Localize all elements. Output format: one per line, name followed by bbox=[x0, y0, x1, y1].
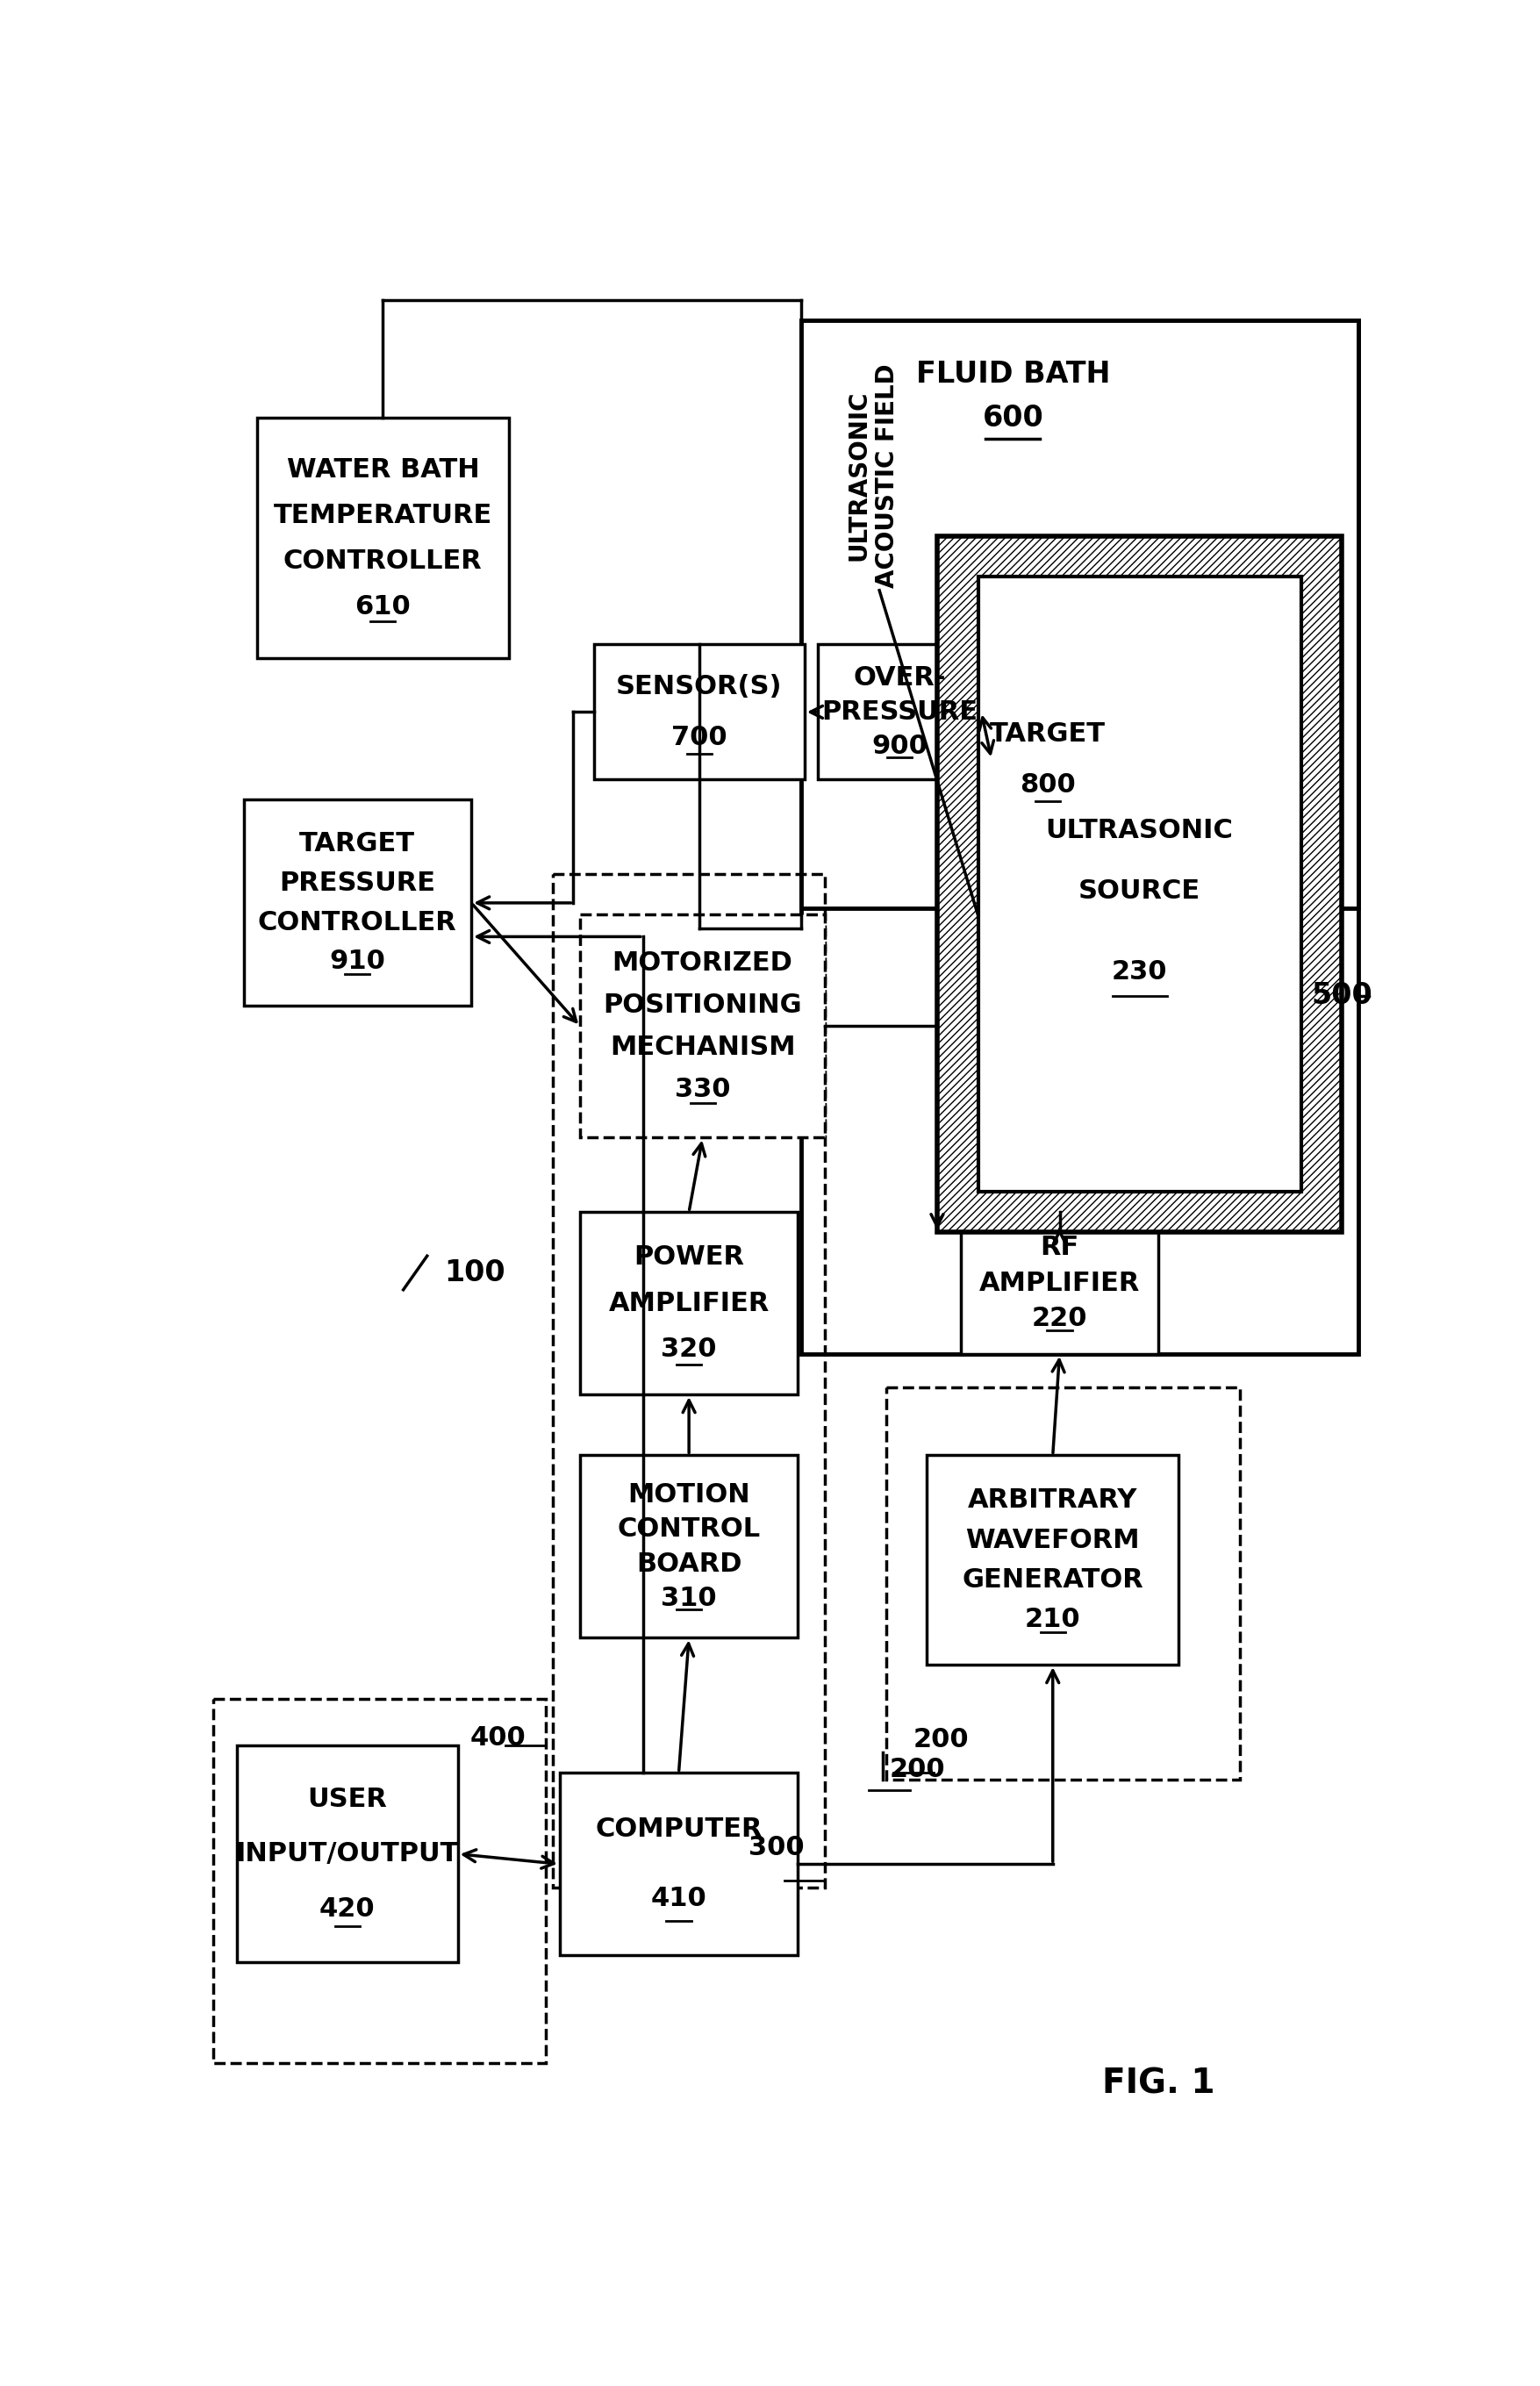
Text: AMPLIFIER: AMPLIFIER bbox=[608, 1291, 770, 1317]
Text: 420: 420 bbox=[319, 1897, 376, 1921]
Text: COMPUTER: COMPUTER bbox=[594, 1816, 762, 1842]
Bar bbox=[594, 644, 804, 780]
Text: TARGET: TARGET bbox=[990, 721, 1106, 747]
Text: SOURCE: SOURCE bbox=[1078, 878, 1201, 904]
Text: MOTION: MOTION bbox=[628, 1482, 750, 1508]
Bar bbox=[581, 914, 825, 1138]
Text: TARGET: TARGET bbox=[299, 830, 416, 857]
Text: 100: 100 bbox=[444, 1257, 505, 1288]
Text: 300: 300 bbox=[748, 1835, 804, 1861]
Text: SENSOR(S): SENSOR(S) bbox=[616, 673, 782, 699]
Bar bbox=[992, 692, 1104, 828]
Bar bbox=[243, 799, 471, 1007]
Text: ULTRASONIC: ULTRASONIC bbox=[1046, 818, 1234, 842]
Text: 210: 210 bbox=[1024, 1608, 1081, 1632]
Text: 900: 900 bbox=[872, 733, 927, 759]
Bar bbox=[581, 1455, 798, 1637]
Text: ULTRASONIC
ACOUSTIC FIELD: ULTRASONIC ACOUSTIC FIELD bbox=[845, 363, 899, 587]
Bar bbox=[237, 1747, 457, 1961]
Text: 610: 610 bbox=[354, 594, 411, 618]
Text: 230: 230 bbox=[1112, 959, 1167, 985]
Bar bbox=[559, 1773, 798, 1954]
Text: 200: 200 bbox=[890, 1756, 946, 1782]
Text: CONTROL: CONTROL bbox=[618, 1517, 761, 1541]
Bar bbox=[801, 320, 1358, 909]
Text: GENERATOR: GENERATOR bbox=[962, 1568, 1144, 1591]
Bar bbox=[213, 1699, 547, 2064]
Text: MECHANISM: MECHANISM bbox=[610, 1036, 795, 1059]
Text: 500: 500 bbox=[1311, 981, 1372, 1009]
Bar bbox=[257, 418, 508, 659]
Text: 400: 400 bbox=[470, 1725, 525, 1751]
Bar bbox=[885, 1389, 1240, 1780]
Text: CONTROLLER: CONTROLLER bbox=[257, 909, 457, 935]
Bar bbox=[961, 1212, 1158, 1353]
Text: MOTORIZED: MOTORIZED bbox=[613, 950, 793, 976]
Text: FLUID BATH: FLUID BATH bbox=[916, 360, 1110, 389]
Text: AMPLIFIER: AMPLIFIER bbox=[979, 1269, 1140, 1296]
Text: INPUT/OUTPUT: INPUT/OUTPUT bbox=[236, 1842, 459, 1866]
Text: ARBITRARY: ARBITRARY bbox=[969, 1486, 1138, 1513]
Bar bbox=[938, 537, 1341, 1231]
Text: BOARD: BOARD bbox=[636, 1551, 742, 1577]
Text: FIG. 1: FIG. 1 bbox=[1101, 2066, 1215, 2100]
Text: 310: 310 bbox=[661, 1587, 716, 1611]
Bar bbox=[818, 644, 981, 780]
Text: 910: 910 bbox=[330, 950, 385, 973]
Text: RF: RF bbox=[1040, 1234, 1080, 1260]
Text: PRESSURE: PRESSURE bbox=[279, 871, 436, 897]
Bar bbox=[927, 1455, 1178, 1665]
Text: 200: 200 bbox=[913, 1727, 969, 1754]
Text: PRESSURE: PRESSURE bbox=[822, 699, 978, 725]
Text: TEMPERATURE: TEMPERATURE bbox=[274, 503, 493, 527]
Bar bbox=[553, 873, 825, 1887]
Text: WAVEFORM: WAVEFORM bbox=[966, 1527, 1140, 1553]
Text: 320: 320 bbox=[661, 1336, 716, 1362]
Text: 600: 600 bbox=[983, 403, 1044, 432]
Text: USER: USER bbox=[308, 1787, 387, 1811]
Text: 800: 800 bbox=[1019, 773, 1075, 797]
Text: POSITIONING: POSITIONING bbox=[604, 993, 802, 1019]
Text: 410: 410 bbox=[651, 1885, 707, 1911]
Bar bbox=[581, 1212, 798, 1393]
Text: POWER: POWER bbox=[633, 1245, 744, 1269]
Text: CONTROLLER: CONTROLLER bbox=[283, 549, 482, 573]
Text: WATER BATH: WATER BATH bbox=[286, 458, 479, 482]
Text: 330: 330 bbox=[675, 1076, 730, 1102]
Bar bbox=[801, 320, 1358, 1353]
Bar bbox=[978, 577, 1301, 1191]
Text: OVER-: OVER- bbox=[853, 666, 946, 690]
Text: 700: 700 bbox=[671, 725, 727, 752]
Text: 220: 220 bbox=[1032, 1305, 1087, 1331]
